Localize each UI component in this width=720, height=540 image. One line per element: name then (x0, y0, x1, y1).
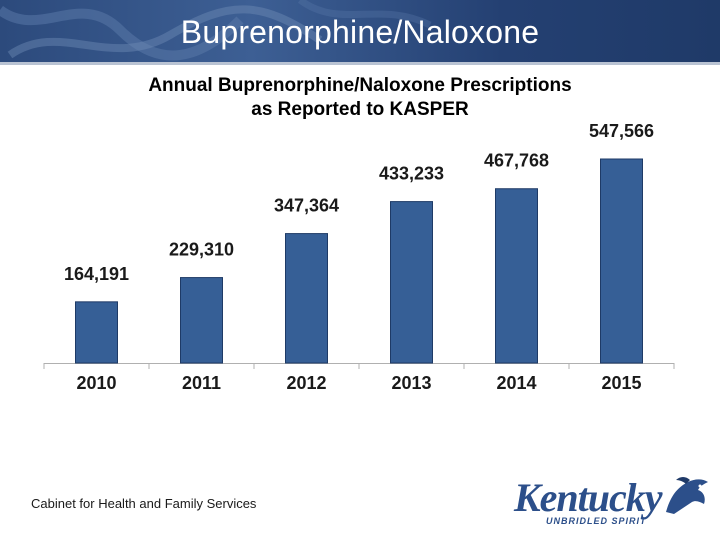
footer-text: Cabinet for Health and Family Services (31, 496, 257, 511)
bar-2013 (390, 201, 433, 364)
data-label-2010: 164,191 (64, 264, 129, 284)
data-label-2014: 467,768 (484, 151, 549, 171)
chart-title: Annual Buprenorphine/Naloxone Prescripti… (148, 75, 572, 96)
logo-wordmark: Kentucky (514, 475, 663, 520)
x-tick-label-2011: 2011 (182, 373, 221, 393)
chart-title-block: Annual Buprenorphine/Naloxone Prescripti… (0, 74, 720, 122)
x-tick-label-2014: 2014 (496, 373, 536, 393)
slide-title: Buprenorphine/Naloxone (180, 14, 540, 50)
bar-2010 (75, 301, 118, 364)
logo-tagline: UNBRIDLED SPIRIT (546, 516, 647, 526)
x-tick-label-2013: 2013 (391, 373, 431, 393)
banner-divider (0, 62, 720, 65)
horse-head-icon (666, 477, 708, 514)
bar-2012 (285, 233, 328, 364)
chart-subtitle: as Reported to KASPER (251, 99, 469, 120)
data-label-2011: 229,310 (169, 240, 234, 260)
banner-swirl-decoration (0, 0, 432, 61)
x-tick-label-2010: 2010 (76, 373, 116, 393)
x-tick-label-2012: 2012 (286, 373, 326, 393)
bar-2015 (600, 158, 643, 364)
data-label-2015: 547,566 (589, 121, 654, 141)
bar-2011 (180, 277, 223, 364)
kentucky-logo: Kentucky UNBRIDLED SPIRIT (508, 470, 714, 532)
bar-2014 (495, 188, 538, 364)
bar-chart: 164,191 2010 229,310 2011 347,364 2012 433,233… (43, 121, 675, 393)
data-label-2013: 433,233 (379, 164, 444, 184)
title-banner: Buprenorphine/Naloxone (0, 0, 720, 62)
data-label-2012: 347,364 (274, 196, 339, 216)
x-tick-label-2015: 2015 (601, 373, 641, 393)
